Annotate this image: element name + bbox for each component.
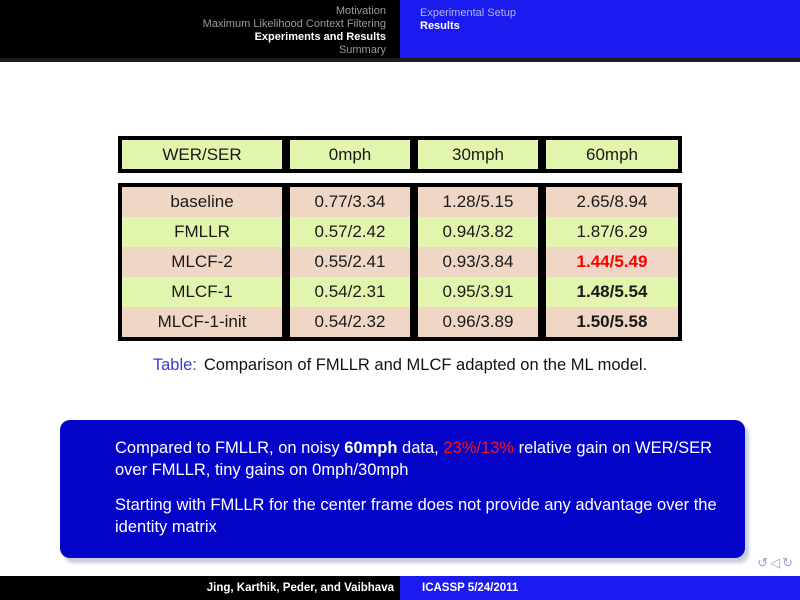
- beamer-navigation-symbols: ↺◁↻: [757, 555, 795, 571]
- column-header-60mph: 60mph: [546, 140, 678, 169]
- undo-rotation-icon[interactable]: ↺: [757, 555, 771, 570]
- text-segment-bold: 60mph: [344, 439, 398, 457]
- cell-value-bold: 1.50/5.58: [546, 307, 678, 337]
- table-body: baseline 0.77/3.34 1.28/5.15 2.65/8.94 F…: [118, 183, 682, 341]
- table-row-mlcf-1-init: MLCF-1-init 0.54/2.32 0.96/3.89 1.50/5.5…: [122, 307, 678, 337]
- row-label: MLCF-1-init: [122, 307, 282, 337]
- header-divider: [0, 58, 800, 62]
- nav-item-results[interactable]: Results: [420, 20, 460, 32]
- table-caption: Table: Comparison of FMLLR and MLCF adapt…: [0, 356, 800, 375]
- conclusion-paragraph-1: Compared to FMLLR, on noisy 60mph data, …: [115, 437, 721, 481]
- text-segment: Compared to FMLLR, on noisy: [115, 439, 345, 457]
- table-row-fmllr: FMLLR 0.57/2.42 0.94/3.82 1.87/6.29: [122, 217, 678, 247]
- conclusion-paragraph-2: Starting with FMLLR for the center frame…: [115, 496, 717, 536]
- row-label: FMLLR: [122, 217, 282, 247]
- cell-value: 2.65/8.94: [546, 187, 678, 217]
- nav-item-experimental-setup[interactable]: Experimental Setup: [420, 7, 516, 19]
- footer-bar: Jing, Karthik, Peder, and Vaibhava ICASS…: [0, 576, 800, 600]
- wer-ser-table: WER/SER 0mph 30mph 60mph baseline 0.77/3…: [118, 136, 682, 341]
- cell-value: 0.95/3.91: [418, 277, 538, 307]
- table-header-row: WER/SER 0mph 30mph 60mph: [118, 136, 682, 173]
- cell-value: 0.94/3.82: [418, 217, 538, 247]
- column-header-wer-ser: WER/SER: [122, 140, 282, 169]
- cell-value: 0.57/2.42: [290, 217, 410, 247]
- nav-item-experiments-results[interactable]: Experiments and Results: [254, 31, 386, 43]
- nav-item-mlcf[interactable]: Maximum Likelihood Context Filtering: [202, 18, 386, 30]
- column-header-30mph: 30mph: [418, 140, 538, 169]
- redo-rotation-icon[interactable]: ↻: [782, 555, 795, 570]
- nav-item-motivation[interactable]: Motivation: [335, 5, 386, 17]
- row-label: MLCF-1: [122, 277, 282, 307]
- back-arrow-icon[interactable]: ◁: [770, 555, 783, 570]
- cell-value: 1.28/5.15: [418, 187, 538, 217]
- table-row-mlcf-2: MLCF-2 0.55/2.41 0.93/3.84 1.44/5.49: [122, 247, 678, 277]
- cell-value: 0.96/3.89: [418, 307, 538, 337]
- cell-value: 0.55/2.41: [290, 247, 410, 277]
- caption-text: Comparison of FMLLR and MLCF adapted on …: [203, 356, 648, 374]
- header-nav-subsections: Experimental Setup Results: [400, 0, 800, 58]
- table-row-baseline: baseline 0.77/3.34 1.28/5.15 2.65/8.94: [122, 187, 678, 217]
- table-row-mlcf-1: MLCF-1 0.54/2.31 0.95/3.91 1.48/5.54: [122, 277, 678, 307]
- footer-conference: ICASSP 5/24/2011: [400, 576, 800, 600]
- cell-value: 0.77/3.34: [290, 187, 410, 217]
- text-segment-red: 23%/13%: [443, 439, 514, 457]
- nav-item-summary[interactable]: Summary: [338, 44, 386, 56]
- column-header-0mph: 0mph: [290, 140, 410, 169]
- cell-value: 0.54/2.32: [290, 307, 410, 337]
- cell-value: 0.54/2.31: [290, 277, 410, 307]
- caption-prefix: Table:: [152, 356, 197, 374]
- footer-authors: Jing, Karthik, Peder, and Vaibhava: [0, 576, 400, 600]
- text-segment: relative gain on WER/SER over FMLLR, tin…: [115, 439, 713, 479]
- header-nav: Motivation Maximum Likelihood Context Fi…: [0, 0, 800, 58]
- cell-value-bold: 1.48/5.54: [546, 277, 678, 307]
- header-nav-sections: Motivation Maximum Likelihood Context Fi…: [0, 0, 400, 58]
- row-label: MLCF-2: [122, 247, 282, 277]
- text-segment: data,: [397, 439, 444, 457]
- conclusion-box: Compared to FMLLR, on noisy 60mph data, …: [60, 420, 745, 558]
- row-label: baseline: [122, 187, 282, 217]
- cell-value: 0.93/3.84: [418, 247, 538, 277]
- cell-value-highlighted: 1.44/5.49: [546, 247, 678, 277]
- cell-value: 1.87/6.29: [546, 217, 678, 247]
